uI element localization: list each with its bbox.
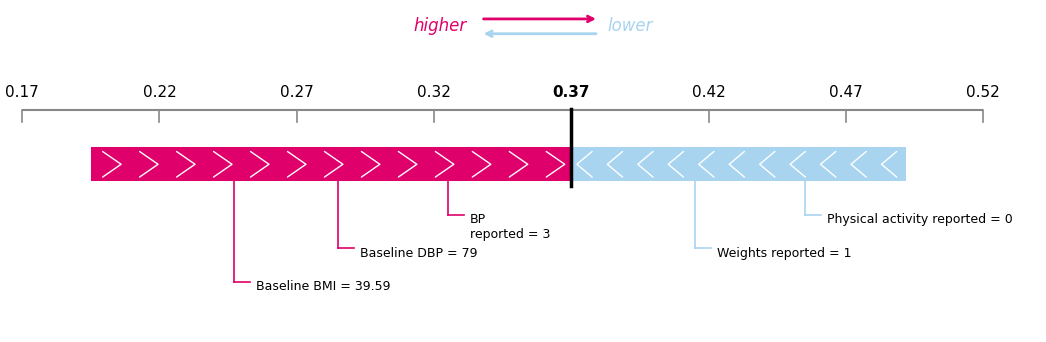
Text: Weights reported = 1: Weights reported = 1 — [717, 247, 851, 260]
Text: 0.17: 0.17 — [5, 86, 39, 100]
Text: 0.52: 0.52 — [967, 86, 1000, 100]
Text: 0.32: 0.32 — [417, 86, 451, 100]
Text: Baseline BMI = 39.59: Baseline BMI = 39.59 — [255, 280, 390, 293]
Text: Baseline DBP = 79: Baseline DBP = 79 — [360, 247, 477, 260]
Bar — [571, 147, 907, 181]
Text: higher: higher — [414, 17, 467, 35]
Text: lower: lower — [607, 17, 653, 35]
Text: 0.42: 0.42 — [691, 86, 726, 100]
Bar — [91, 147, 571, 181]
Text: 0.47: 0.47 — [829, 86, 863, 100]
Text: 0.22: 0.22 — [142, 86, 177, 100]
Text: 0.27: 0.27 — [280, 86, 314, 100]
Text: 0.37: 0.37 — [552, 86, 590, 100]
Text: Physical activity reported = 0: Physical activity reported = 0 — [826, 213, 1013, 226]
Text: BP
reported = 3: BP reported = 3 — [470, 213, 550, 241]
